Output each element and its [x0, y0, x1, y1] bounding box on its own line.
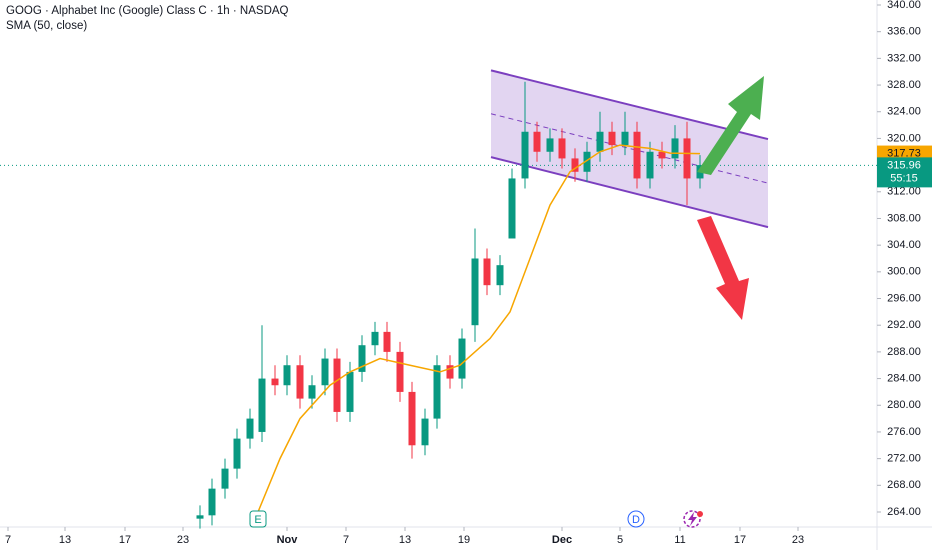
- x-tick-label: 5: [617, 534, 623, 546]
- y-tick-label: 340.00: [887, 0, 921, 11]
- x-tick-label: 7: [343, 534, 349, 546]
- candle-body: [208, 488, 216, 516]
- candle-body: [558, 138, 566, 159]
- candle-body: [421, 418, 429, 446]
- x-tick-label: 23: [177, 534, 189, 546]
- candle-body: [283, 365, 291, 386]
- y-tick-label: 276.00: [887, 426, 921, 438]
- candle-body: [621, 131, 629, 146]
- y-tick-label: 284.00: [887, 372, 921, 384]
- y-tick-label: 304.00: [887, 239, 921, 251]
- candle-body: [571, 158, 579, 172]
- candle-body: [221, 468, 229, 489]
- event-label: E: [254, 514, 261, 526]
- candle-body: [246, 418, 254, 439]
- sma-price-label: 317.73: [887, 147, 921, 159]
- y-tick-label: 308.00: [887, 212, 921, 224]
- y-tick-label: 264.00: [887, 506, 921, 518]
- candle-body: [296, 365, 304, 399]
- y-tick-label: 280.00: [887, 399, 921, 411]
- candle-body: [533, 131, 541, 152]
- candle-body: [583, 151, 591, 172]
- candle-body: [433, 365, 441, 419]
- last-price-label: 315.96: [887, 159, 921, 171]
- x-tick-label: Nov: [277, 534, 299, 546]
- candle-body: [308, 385, 316, 399]
- dividend-marker: [627, 510, 645, 528]
- candle-body: [383, 331, 391, 352]
- y-tick-label: 288.00: [887, 346, 921, 358]
- candle-body: [196, 515, 204, 519]
- candle-body: [333, 358, 341, 412]
- candle-body: [371, 331, 379, 346]
- x-tick-label: Dec: [552, 534, 572, 546]
- y-tick-label: 268.00: [887, 479, 921, 491]
- candle-body: [346, 371, 354, 412]
- candle-body: [608, 131, 616, 146]
- candle-body: [671, 138, 679, 159]
- candle-body: [321, 358, 329, 386]
- candle-body: [521, 131, 529, 179]
- sma-line: [257, 144, 701, 513]
- last-price-box: [877, 157, 932, 188]
- x-tick-label: 11: [674, 534, 685, 546]
- up-arrow: [697, 76, 764, 175]
- y-tick-label: 312.00: [887, 186, 921, 198]
- candle-body: [358, 345, 366, 372]
- y-tick-label: 332.00: [887, 52, 921, 64]
- x-tick-label: 7: [5, 534, 11, 546]
- indicator-label: SMA (50, close): [6, 20, 87, 32]
- candle-body: [446, 365, 454, 379]
- x-tick-label: 23: [792, 534, 804, 546]
- x-tick-label: 13: [59, 534, 71, 546]
- channel-lower: [490, 156, 769, 229]
- candle-body: [258, 378, 266, 432]
- y-tick-label: 292.00: [887, 319, 921, 331]
- y-tick-label: 336.00: [887, 26, 921, 38]
- candle-body: [508, 178, 516, 239]
- candle-body: [683, 138, 691, 179]
- down-arrow: [697, 216, 749, 320]
- candle-body: [233, 438, 241, 469]
- y-tick-label: 320.00: [887, 132, 921, 144]
- candle-body: [483, 258, 491, 286]
- candle-body: [408, 391, 416, 446]
- y-tick-label: 300.00: [887, 266, 921, 278]
- event-label: D: [632, 514, 640, 526]
- y-tick-label: 324.00: [887, 106, 921, 118]
- x-tick-label: 13: [399, 534, 411, 546]
- channel-fill: [491, 70, 768, 228]
- candle-body: [458, 338, 466, 379]
- channel-upper: [490, 69, 769, 141]
- countdown-label: 55:15: [890, 172, 918, 184]
- candle-body: [471, 258, 479, 326]
- x-tick-label: 19: [458, 534, 470, 546]
- candle-body: [396, 351, 404, 392]
- candle-body: [646, 151, 654, 179]
- candle-body: [596, 131, 604, 152]
- x-tick-label: 17: [119, 534, 131, 546]
- candle-body: [546, 138, 554, 152]
- x-tick-label: 17: [734, 534, 746, 546]
- y-tick-label: 328.00: [887, 79, 921, 91]
- chart-title: GOOG · Alphabet Inc (Google) Class C · 1…: [6, 5, 289, 17]
- candle-body: [271, 378, 279, 386]
- candle-body: [658, 151, 666, 159]
- earnings-marker: [249, 510, 267, 528]
- lightning-icon: [683, 510, 703, 528]
- y-tick-label: 272.00: [887, 453, 921, 465]
- y-tick-label: 296.00: [887, 292, 921, 304]
- candle-body: [633, 131, 641, 179]
- candle-body: [496, 265, 504, 286]
